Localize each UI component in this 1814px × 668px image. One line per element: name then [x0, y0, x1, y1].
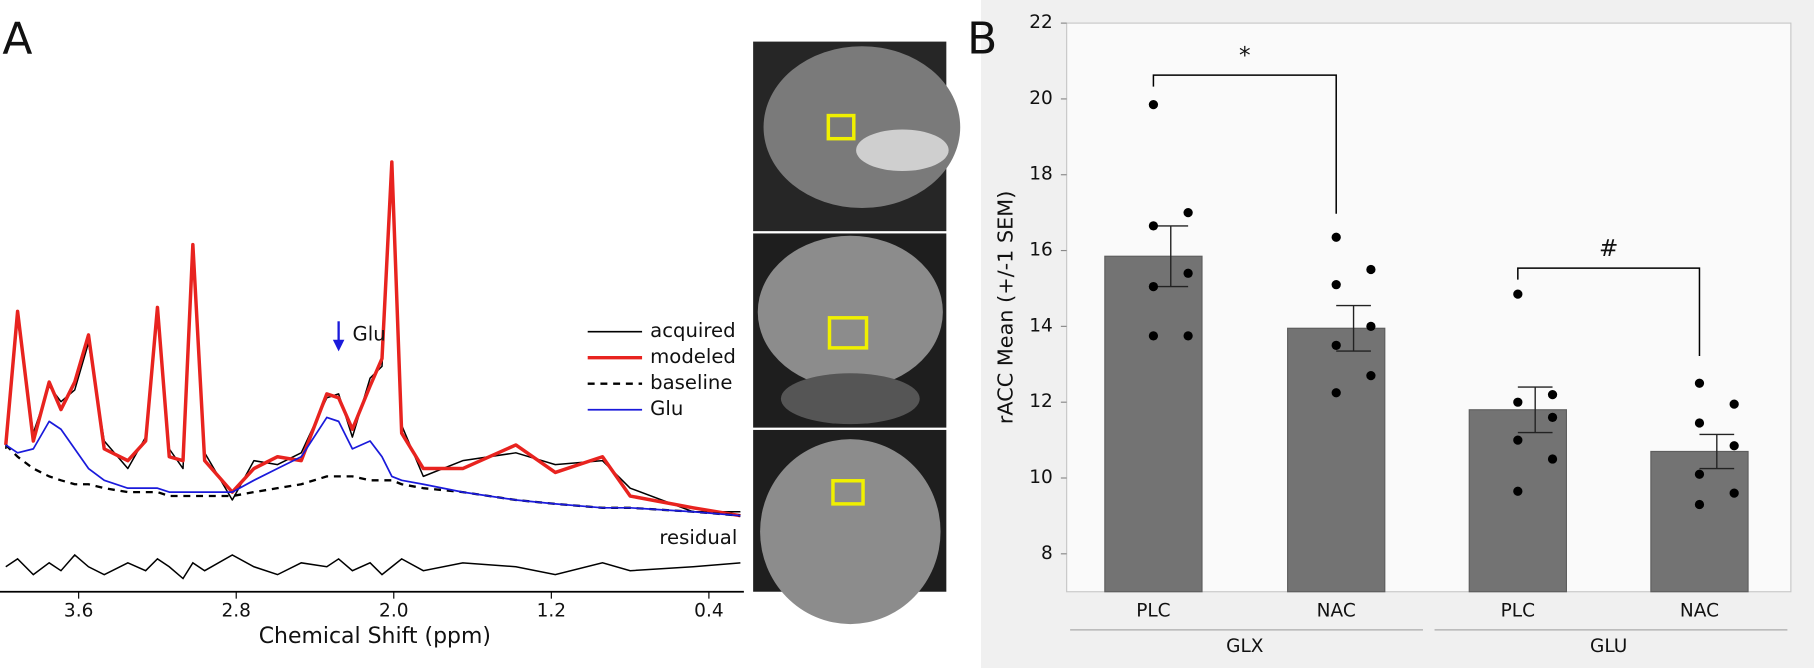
y-tick-label: 18 [1029, 164, 1053, 185]
data-point [1694, 499, 1705, 510]
x-axis-label: Chemical Shift (ppm) [259, 624, 491, 649]
y-tick-label: 10 [1029, 467, 1053, 488]
y-tick-label: 12 [1029, 391, 1053, 412]
bar [1287, 327, 1386, 593]
y-tick-label: 20 [1029, 88, 1053, 109]
x-tick-label: PLC [1136, 600, 1170, 621]
bar [1104, 255, 1203, 593]
y-tick-label: 14 [1029, 315, 1053, 336]
data-point [1148, 221, 1159, 231]
y-tick-label: 16 [1029, 240, 1053, 261]
significance-bracket [1152, 74, 1337, 214]
x-tick-label: 3.6 [64, 600, 93, 621]
data-point [1183, 331, 1193, 341]
data-point [1729, 399, 1739, 409]
data-point [1366, 264, 1376, 275]
legend-label: Glu [650, 397, 683, 420]
panel-label: B [967, 14, 997, 65]
mri-brain [757, 235, 943, 389]
mri-brain [856, 129, 949, 172]
data-point [1366, 321, 1376, 331]
data-point [1148, 99, 1159, 110]
data-point [1366, 371, 1376, 381]
data-point [1331, 388, 1341, 398]
data-point [1513, 486, 1523, 496]
x-tick-label: 2.0 [379, 600, 408, 621]
panel-label: A [2, 14, 32, 65]
data-point [1694, 469, 1705, 479]
data-point [1183, 208, 1193, 218]
x-tick-label: 1.2 [537, 600, 566, 621]
spectrum-line [4, 160, 741, 518]
data-point [1331, 340, 1341, 350]
voxel-box [831, 479, 865, 506]
x-tick-label: NAC [1680, 600, 1719, 621]
spectrum-line [5, 416, 741, 517]
data-point [1331, 232, 1341, 242]
significance-bracket [1517, 267, 1701, 356]
group-label: GLX [1226, 636, 1264, 657]
residual-line [5, 553, 741, 580]
annotation-label: Glu [353, 323, 386, 346]
data-point [1547, 412, 1558, 422]
data-point [1513, 289, 1523, 299]
mri-images [753, 41, 961, 625]
mri-brain [760, 439, 941, 625]
legend-label: baseline [650, 371, 732, 394]
data-point [1729, 488, 1739, 498]
mri-brain [780, 373, 920, 425]
mri-brain [763, 46, 961, 209]
annotation-arrowhead [332, 339, 345, 352]
data-point [1694, 378, 1705, 388]
voxel-box [827, 316, 869, 350]
x-tick-label: PLC [1501, 600, 1535, 621]
significance-label: * [1239, 43, 1251, 69]
group-label: GLU [1590, 636, 1627, 657]
legend-label: modeled [650, 345, 736, 368]
significance-label: # [1599, 236, 1618, 262]
data-point [1513, 435, 1523, 445]
y-tick-label: 22 [1029, 12, 1053, 33]
x-tick-label: 2.8 [221, 600, 250, 621]
residual-label: residual [659, 526, 737, 549]
legend-label: acquired [650, 319, 735, 342]
voxel-box [826, 113, 856, 141]
data-point [1513, 397, 1523, 407]
data-point [1547, 454, 1558, 464]
x-tick-label: NAC [1317, 600, 1356, 621]
data-point [1729, 441, 1739, 451]
data-point [1331, 280, 1341, 290]
data-point [1148, 331, 1159, 341]
data-point [1547, 389, 1558, 400]
data-point [1694, 418, 1705, 428]
data-point [1148, 281, 1159, 292]
y-tick-label: 8 [1041, 543, 1053, 564]
x-tick-label: 0.4 [694, 600, 723, 621]
y-axis-label: rACC Mean (+/-1 SEM) [993, 191, 1017, 425]
data-point [1183, 268, 1193, 278]
